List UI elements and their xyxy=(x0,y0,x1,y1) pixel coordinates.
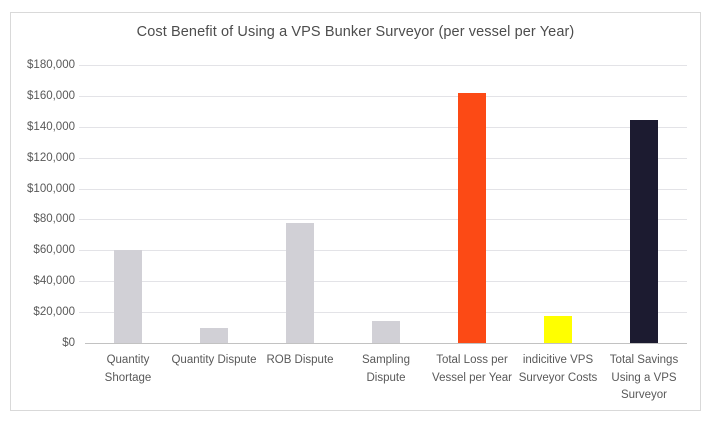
y-axis-tick-label: $20,000 xyxy=(33,306,75,319)
bar-total-loss-per-vessel-per-year xyxy=(458,92,486,343)
gridline xyxy=(79,65,687,66)
chart-title: Cost Benefit of Using a VPS Bunker Surve… xyxy=(136,24,575,40)
gridline xyxy=(79,157,687,159)
chart-frame: Cost Benefit of Using a VPS Bunker Surve… xyxy=(10,12,701,411)
bar-rob-dispute xyxy=(286,222,314,343)
y-axis-tick-label: $160,000 xyxy=(27,89,75,102)
y-axis-tick-label: $120,000 xyxy=(27,151,75,164)
gridline xyxy=(79,126,687,128)
x-axis-category-label: Quantity Shortage xyxy=(104,354,152,384)
y-axis-tick-label: $80,000 xyxy=(33,213,75,226)
bar-sampling-dispute xyxy=(372,321,400,343)
x-axis-category-label: Quantity Dispute xyxy=(171,354,257,366)
y-axis-tick-label: $140,000 xyxy=(27,120,75,133)
y-axis-tick-label: $40,000 xyxy=(33,275,75,288)
y-axis-tick-label: $60,000 xyxy=(33,244,75,257)
x-axis-category-label: indicitive VPS Surveyor Costs xyxy=(518,354,598,384)
gridline xyxy=(79,250,687,252)
x-axis-category-label: ROB Dispute xyxy=(266,354,334,366)
gridline xyxy=(79,219,687,221)
y-axis-tick-label: $100,000 xyxy=(27,182,75,195)
x-axis-category-label: Total Savings Using a VPS Surveyor xyxy=(609,354,679,401)
bar-quantity-shortage xyxy=(114,250,142,343)
gridline xyxy=(79,312,687,314)
gridline xyxy=(79,95,687,97)
bar-quantity-dispute xyxy=(200,327,228,343)
y-axis-tick-label: $0 xyxy=(62,337,75,349)
y-axis-tick-label: $180,000 xyxy=(27,59,75,71)
bar-indicitive-vps-surveyor-costs xyxy=(544,315,572,343)
gridline xyxy=(79,281,687,283)
bar-total-savings-using-a-vps-surveyor xyxy=(630,119,658,343)
x-axis-category-label: Total Loss per Vessel per Year xyxy=(432,354,512,384)
gridline xyxy=(79,188,687,190)
plot-area xyxy=(79,65,687,344)
x-axis-category-label: Sampling Dispute xyxy=(362,354,410,384)
